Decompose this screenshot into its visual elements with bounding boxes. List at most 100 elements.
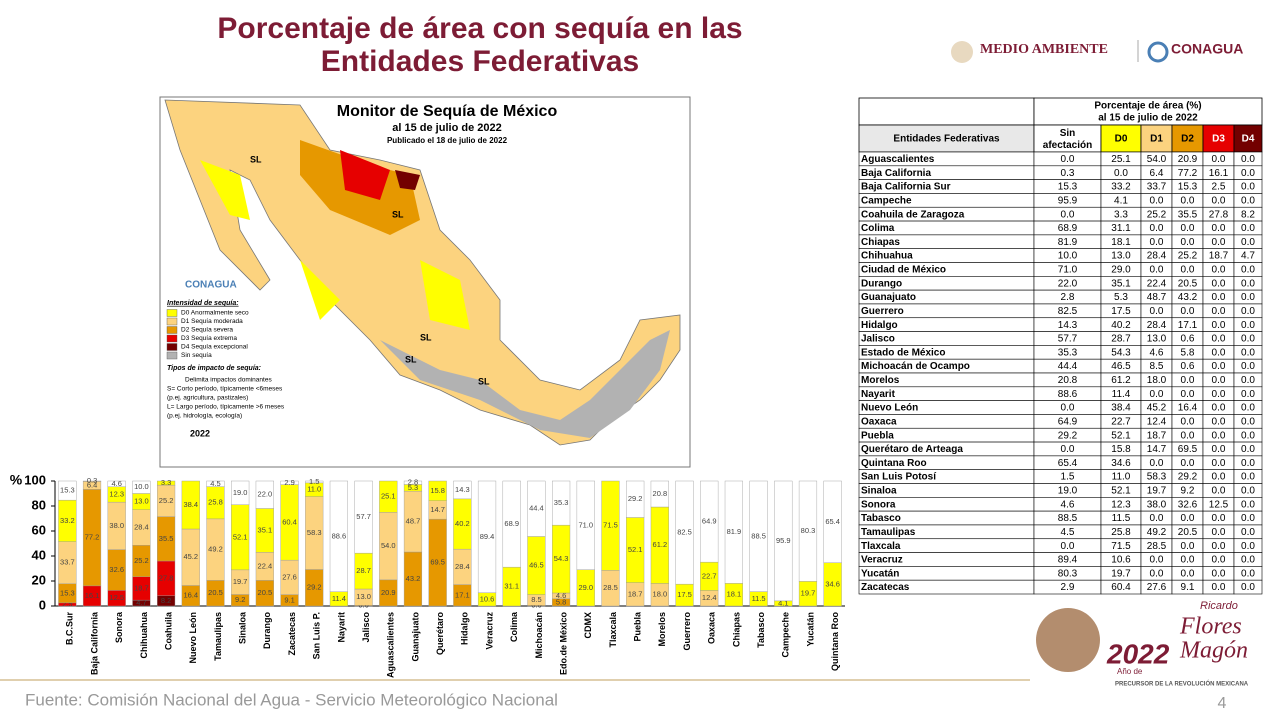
cell-value: 0.0 <box>1061 154 1075 165</box>
data-label: 48.7 <box>406 517 421 526</box>
cell-value: 54.3 <box>1111 347 1131 358</box>
data-label: 68.9 <box>504 519 519 528</box>
cell-value: 0.0 <box>1212 568 1226 579</box>
cell-value: 15.3 <box>1178 182 1198 193</box>
cell-value: 0.0 <box>1212 223 1226 234</box>
cell-value: 16.4 <box>1178 403 1198 414</box>
x-tick-label: B.C.Sur <box>65 612 75 646</box>
cell-value: 4.7 <box>1241 251 1255 262</box>
data-label: 5.8 <box>556 597 566 606</box>
bar-segment <box>626 480 645 518</box>
y-tick-label: 80 <box>32 497 46 512</box>
cell-value: 25.2 <box>1178 251 1198 262</box>
legend-label: D0 Anormalmente seco <box>181 310 249 317</box>
data-label: 31.1 <box>504 582 519 591</box>
cell-value: 0.6 <box>1181 361 1195 372</box>
data-label: 2.9 <box>284 478 294 487</box>
data-label: 95.9 <box>776 536 791 545</box>
cell-value: 0.0 <box>1061 403 1075 414</box>
bar-segment <box>477 480 497 593</box>
cell-value: 28.4 <box>1147 320 1167 331</box>
cell-value: 1.5 <box>1061 472 1075 483</box>
bar-segment <box>280 480 299 485</box>
cell-value: 12.3 <box>1111 499 1131 510</box>
data-label: 32.6 <box>109 565 124 574</box>
data-label: 2.8 <box>408 478 418 487</box>
cell-value: 35.5 <box>1178 209 1198 220</box>
bar-segment <box>231 480 250 505</box>
bar-segment <box>132 480 151 494</box>
map-area <box>200 160 470 330</box>
row-name: Tamaulipas <box>861 527 916 538</box>
map-title: Monitor de Sequía de México <box>337 103 558 120</box>
data-label: 13.0 <box>356 592 371 601</box>
cell-value: 0.0 <box>1212 541 1226 552</box>
bar-segment <box>107 480 126 487</box>
cell-value: 22.0 <box>1058 278 1078 289</box>
cell-value: 12.5 <box>1209 499 1229 510</box>
cell-value: 0.0 <box>1241 347 1255 358</box>
data-label: 54.0 <box>381 541 396 550</box>
cell-value: 11.5 <box>1112 513 1131 524</box>
row-name: Ciudad de México <box>861 265 946 276</box>
logo-icon <box>951 41 973 63</box>
cell-value: 16.1 <box>1209 168 1229 179</box>
data-label: 18.7 <box>628 589 643 598</box>
row-name: Colima <box>861 223 895 234</box>
cell-value: 0.0 <box>1212 292 1226 303</box>
column-header: Sin afectación <box>1043 128 1092 151</box>
bar-segment <box>700 480 719 563</box>
data-label: 22.0 <box>258 490 273 499</box>
cell-value: 0.0 <box>1241 334 1255 345</box>
map-subtitle: al 15 de julio de 2022 <box>392 122 501 134</box>
cell-value: 18.0 <box>1147 375 1167 386</box>
cell-value: 0.0 <box>1150 568 1164 579</box>
bar-segment <box>354 480 373 554</box>
cell-value: 19.0 <box>1058 486 1078 497</box>
cell-value: 69.5 <box>1178 444 1198 455</box>
cell-value: 0.0 <box>1241 541 1255 552</box>
row-name: Morelos <box>861 375 900 386</box>
title: Entidades Federativas <box>321 45 639 78</box>
cell-value: 0.0 <box>1241 444 1255 455</box>
bar-segment <box>774 480 793 602</box>
data-label: 11.5 <box>752 594 766 603</box>
data-label: 64.9 <box>702 517 717 526</box>
cell-value: 0.0 <box>1181 223 1195 234</box>
cell-value: 0.0 <box>1181 375 1195 386</box>
x-tick-label: Guanajuato <box>410 612 420 662</box>
cell-value: 0.0 <box>1212 527 1226 538</box>
map-area <box>395 170 420 190</box>
cell-value: 18.1 <box>1111 237 1131 248</box>
x-tick-label: Coahuila <box>163 611 173 650</box>
cell-value: 0.0 <box>1241 320 1255 331</box>
x-tick-label: Quintana Roo <box>830 612 840 671</box>
row-name: San Luis Potosí <box>861 472 937 483</box>
badge-text: Flores <box>1179 614 1242 640</box>
cell-value: 28.4 <box>1147 251 1167 262</box>
cell-value: 89.4 <box>1058 555 1078 566</box>
data-label: 14.7 <box>430 505 445 514</box>
cell-value: 0.0 <box>1181 195 1195 206</box>
data-label: 5.3 <box>408 483 418 492</box>
row-name: Jalisco <box>861 334 895 345</box>
data-label: 19.7 <box>233 577 248 586</box>
data-label: 89.4 <box>480 532 495 541</box>
x-tick-label: Tabasco <box>756 612 766 648</box>
data-label: 52.1 <box>233 532 248 541</box>
cell-value: 49.2 <box>1147 527 1167 538</box>
cell-value: 0.0 <box>1212 237 1226 248</box>
data-label: 4.1 <box>778 598 788 607</box>
logo-text: CONAGUA <box>1171 41 1243 57</box>
cell-value: 0.0 <box>1150 555 1164 566</box>
data-label: 4.5 <box>210 479 220 488</box>
cell-value: 44.4 <box>1058 361 1078 372</box>
data-label: 58.3 <box>307 528 322 537</box>
portrait <box>1036 608 1100 672</box>
cell-value: 71.5 <box>1111 541 1131 552</box>
data-label: 43.2 <box>406 574 421 583</box>
data-label: 45.2 <box>183 552 198 561</box>
data-label: 9.1 <box>284 595 294 604</box>
region-label: SL <box>250 154 262 164</box>
bar-segment <box>724 480 743 584</box>
